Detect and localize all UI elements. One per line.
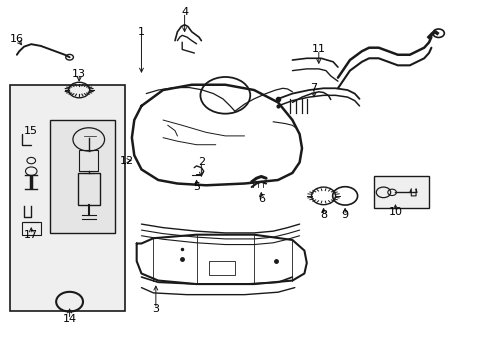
Text: 17: 17: [24, 230, 38, 240]
Text: 2: 2: [198, 157, 204, 167]
Bar: [50, 120, 115, 233]
Text: 11: 11: [311, 45, 325, 54]
Bar: [78, 173, 100, 205]
Text: 8: 8: [319, 210, 326, 220]
Text: 6: 6: [257, 194, 264, 204]
Bar: [21, 222, 41, 235]
Bar: [208, 261, 234, 275]
Bar: [10, 85, 124, 311]
Text: 16: 16: [10, 34, 24, 44]
Text: 4: 4: [181, 8, 188, 17]
Text: 9: 9: [341, 210, 348, 220]
Bar: [373, 176, 428, 208]
Text: 7: 7: [310, 83, 317, 93]
Text: 13: 13: [72, 69, 86, 79]
Text: 5: 5: [193, 182, 200, 192]
Bar: [79, 150, 98, 171]
Text: 14: 14: [62, 314, 77, 324]
Text: 1: 1: [138, 27, 144, 37]
Text: 15: 15: [24, 126, 38, 136]
Text: 3: 3: [152, 304, 159, 314]
Text: 12: 12: [120, 156, 134, 166]
Text: 10: 10: [387, 207, 402, 217]
